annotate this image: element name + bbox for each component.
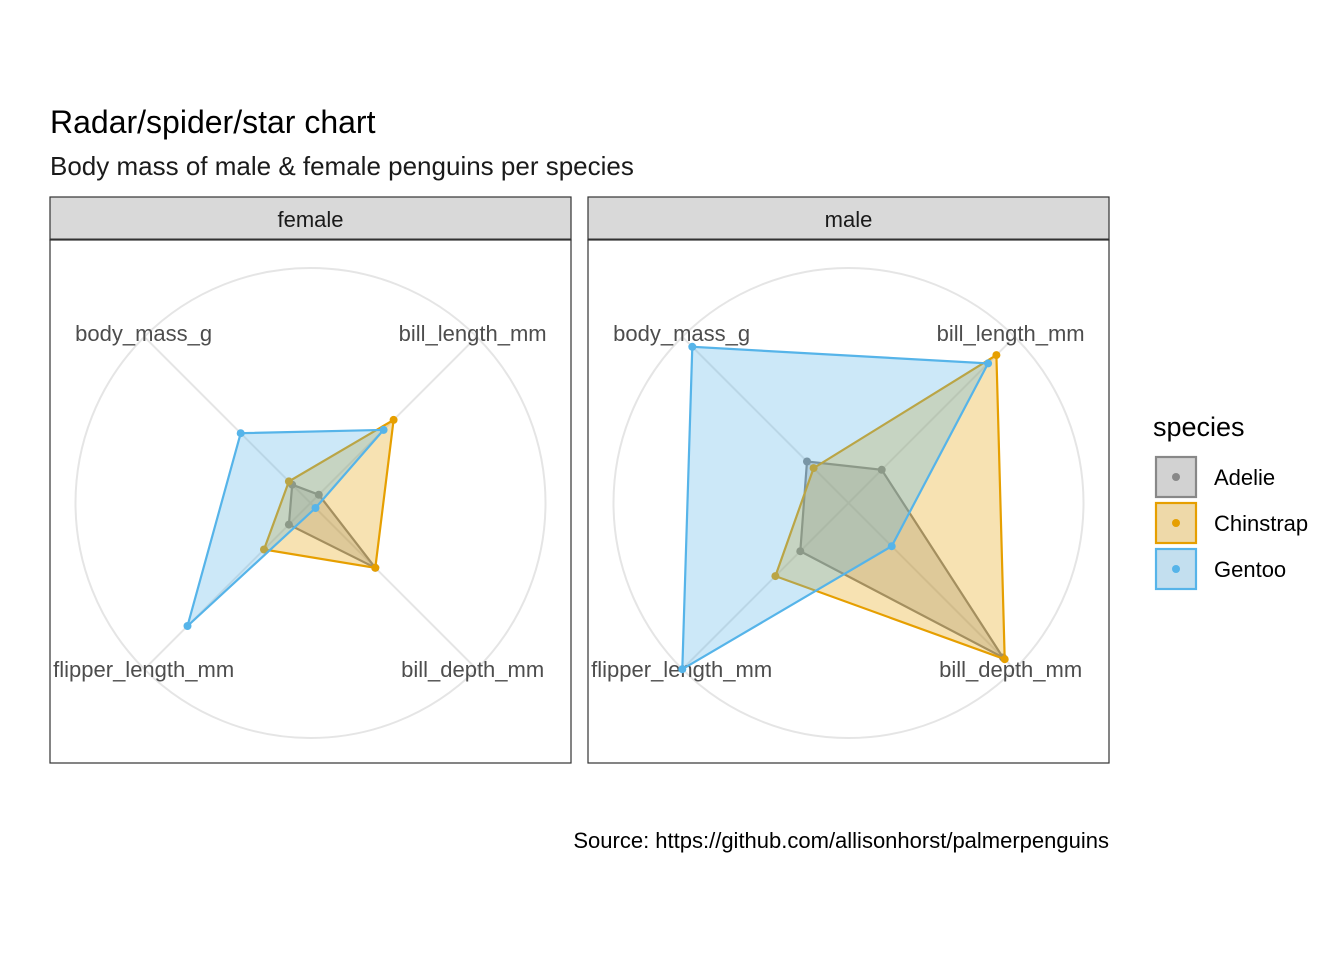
legend-key-point [1172,565,1180,573]
legend-item-gentoo: Gentoo [1154,547,1286,591]
legend-label: Adelie [1214,465,1275,490]
data-point-adelie-body-mass-g [803,457,811,466]
legend-key [1154,547,1198,591]
data-point-gentoo-bill-length-mm [379,425,388,434]
grid-circle [612,267,1085,739]
axis-label-flipper-length-mm: flipper_length_mm [53,657,234,682]
facet-strip [49,196,572,241]
legend-title: species [1153,412,1245,442]
axis-label-bill-length-mm: bill_length_mm [937,321,1085,346]
data-point-chinstrap-body-mass-g [809,464,818,473]
data-point-gentoo-body-mass-g [236,429,245,438]
legend-item-adelie: Adelie [1154,455,1275,499]
chart-subtitle: Body mass of male & female penguins per … [50,151,634,181]
facet-strip [587,196,1110,241]
data-point-gentoo-body-mass-g [688,342,697,351]
data-point-chinstrap-bill-depth-mm [371,563,380,572]
facet-panel-male: malebill_length_mmbill_depth_mmflipper_l… [587,196,1110,764]
legend-label: Chinstrap [1214,511,1308,536]
axis-label-body-mass-g: body_mass_g [75,321,212,346]
legend: species Adelie Chinstrap Gentoo [1153,412,1308,591]
axis-label-body-mass-g: body_mass_g [613,321,750,346]
legend-label: Gentoo [1214,557,1286,582]
data-point-adelie-flipper-length-mm [284,520,293,529]
facet-strip-label: female [277,207,343,232]
grid-spoke-flipper-length-mm [143,502,312,670]
legend-key-point [1172,473,1180,481]
grid-spoke-body-mass-g [681,336,850,504]
data-point-gentoo-bill-depth-mm [311,504,320,512]
legend-item-chinstrap: Chinstrap [1154,501,1308,545]
chart-caption: Source: https://github.com/allisonhorst/… [573,828,1109,853]
axis-label-bill-depth-mm: bill_depth_mm [939,657,1082,682]
legend-key-point [1172,519,1180,527]
facet-panel-border [587,239,1110,764]
grid-circle [74,267,547,739]
data-point-chinstrap-flipper-length-mm [260,545,268,554]
data-point-adelie-flipper-length-mm [796,547,805,556]
data-point-chinstrap-flipper-length-mm [771,572,780,581]
facet-panel-female: female bill_length_mm bill_depth_mm flipper… [49,196,572,764]
data-point-gentoo-bill-length-mm [984,359,993,368]
data-point-chinstrap-bill-length-mm [389,415,398,424]
data-point-adelie-bill-length-mm [877,465,886,474]
data-point-gentoo-flipper-length-mm [678,665,687,674]
axis-label-bill-length-mm: bill_length_mm [399,321,547,346]
data-point-chinstrap-bill-length-mm [992,351,1001,360]
grid-spoke-bill-depth-mm [847,502,1016,670]
axis-label-bill-depth-mm: bill_depth_mm [401,657,544,682]
data-point-chinstrap-bill-depth-mm [1000,655,1009,664]
chart-title: Radar/spider/star chart [50,104,376,140]
grid-spoke-body-mass-g [143,336,312,504]
data-point-gentoo-bill-depth-mm [887,542,896,551]
data-point-gentoo-flipper-length-mm [183,622,192,630]
grid-spoke-bill-depth-mm [309,502,478,670]
grid-spoke-flipper-length-mm [681,502,850,670]
data-point-chinstrap-body-mass-g [284,477,293,486]
data-point-adelie-bill-length-mm [314,490,323,499]
facet-panel-border [49,239,572,764]
facet-panels: female bill_length_mm bill_depth_mm flipper… [49,196,1110,764]
facet-strip-label: male [825,207,873,232]
